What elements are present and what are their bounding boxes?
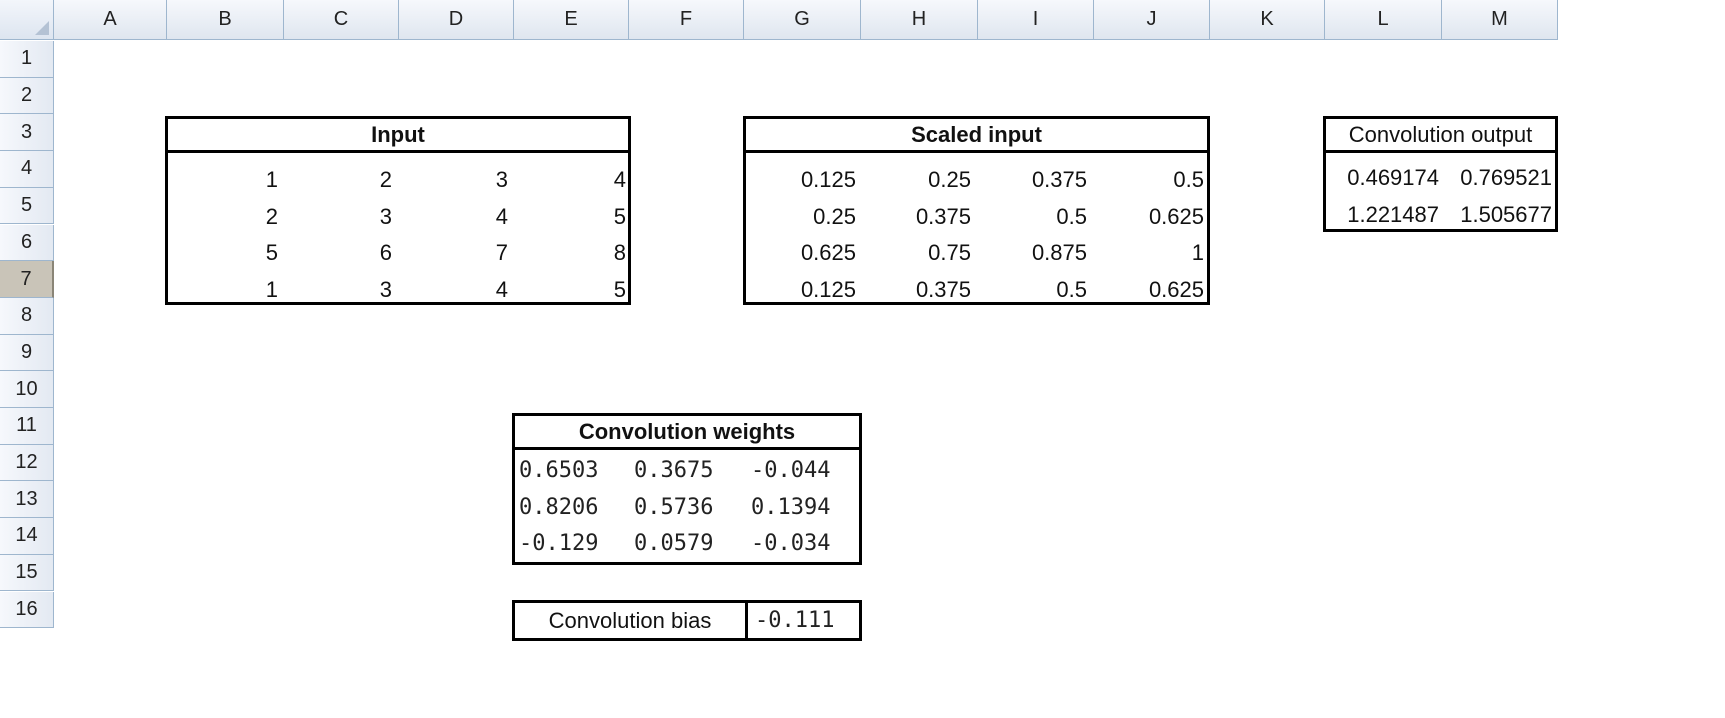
input-cell[interactable]: 1 <box>265 167 278 192</box>
row-header-5[interactable]: 5 <box>0 187 54 225</box>
input-cell[interactable]: 7 <box>495 240 508 266</box>
row-header-7[interactable]: 7 <box>0 261 54 298</box>
convolution-weights-title: Convolution weights <box>515 416 859 450</box>
row-header-11[interactable]: 11 <box>0 408 54 445</box>
input-table: Input 1 2 3 4 2 3 4 5 5 6 7 8 1 3 4 5 <box>165 116 631 305</box>
column-header-i[interactable]: I <box>978 0 1094 40</box>
convolution-output-cell[interactable]: 0.469174 <box>1347 165 1439 190</box>
column-header-b[interactable]: B <box>167 0 284 40</box>
input-cell[interactable]: 3 <box>495 167 508 192</box>
input-cell[interactable]: 5 <box>265 240 278 266</box>
convolution-weight-cell[interactable]: -0.129 <box>519 531 599 557</box>
input-cell[interactable]: 2 <box>265 203 278 229</box>
scaled-input-cell[interactable]: 0.625 <box>1148 203 1204 229</box>
row-header-10[interactable]: 10 <box>0 371 54 408</box>
row-header-2[interactable]: 2 <box>0 77 54 115</box>
column-header-e[interactable]: E <box>514 0 629 40</box>
input-cell[interactable]: 8 <box>613 240 626 266</box>
row-header-8[interactable]: 8 <box>0 297 54 335</box>
scaled-input-cell[interactable]: 0.5 <box>1056 203 1087 229</box>
convolution-weight-cell[interactable]: 0.6503 <box>519 458 599 483</box>
scaled-input-cell[interactable]: 0.25 <box>813 203 856 229</box>
scaled-input-cell[interactable]: 0.5 <box>1173 167 1204 192</box>
column-header-j[interactable]: J <box>1094 0 1210 40</box>
input-cell[interactable]: 2 <box>379 167 392 192</box>
scaled-input-cell[interactable]: 1 <box>1191 240 1204 266</box>
convolution-output-title: Convolution output <box>1326 119 1555 153</box>
column-header-g[interactable]: G <box>744 0 861 40</box>
convolution-output-cell[interactable]: 0.769521 <box>1460 165 1552 190</box>
column-header-m[interactable]: M <box>1442 0 1558 40</box>
input-cell[interactable]: 3 <box>379 203 392 229</box>
row-header-3[interactable]: 3 <box>0 114 54 152</box>
convolution-weight-cell[interactable]: 0.1394 <box>751 494 831 520</box>
row-header-15[interactable]: 15 <box>0 554 54 592</box>
input-cell[interactable]: 3 <box>379 277 392 303</box>
scaled-input-cell[interactable]: 0.375 <box>915 203 971 229</box>
scaled-input-cell[interactable]: 0.625 <box>800 240 856 266</box>
convolution-weight-cell[interactable]: -0.034 <box>751 531 831 557</box>
row-header-16[interactable]: 16 <box>0 591 54 629</box>
row-header-6[interactable]: 6 <box>0 224 54 262</box>
scaled-input-cell[interactable]: 0.75 <box>928 240 971 266</box>
scaled-input-table: Scaled input 0.125 0.25 0.375 0.5 0.25 0.375 0… <box>743 116 1210 305</box>
scaled-input-cell[interactable]: 0.375 <box>1031 167 1087 192</box>
convolution-weight-cell[interactable]: 0.0579 <box>634 531 714 557</box>
convolution-bias-box: Convolution bias -0.111 <box>512 600 862 641</box>
bias-divider <box>745 603 748 638</box>
scaled-input-cell[interactable]: 0.125 <box>800 167 856 192</box>
scaled-input-title: Scaled input <box>746 119 1207 153</box>
input-cell[interactable]: 5 <box>613 277 626 303</box>
column-header-a[interactable]: A <box>54 0 167 40</box>
input-cell[interactable]: 1 <box>265 277 278 303</box>
column-header-f[interactable]: F <box>629 0 744 40</box>
input-cell[interactable]: 4 <box>495 277 508 303</box>
column-header-h[interactable]: H <box>861 0 978 40</box>
row-header-12[interactable]: 12 <box>0 444 54 482</box>
convolution-weights-table: Convolution weights 0.6503 0.3675 -0.044 0.… <box>512 413 862 565</box>
scaled-input-cell[interactable]: 0.125 <box>800 277 856 303</box>
row-header-9[interactable]: 9 <box>0 334 54 372</box>
convolution-bias-value[interactable]: -0.111 <box>755 608 835 633</box>
row-header-14[interactable]: 14 <box>0 518 54 555</box>
input-cell[interactable]: 4 <box>495 203 508 229</box>
input-cell[interactable]: 5 <box>613 203 626 229</box>
column-header-l[interactable]: L <box>1325 0 1442 40</box>
row-header-1[interactable]: 1 <box>0 41 54 78</box>
convolution-weight-cell[interactable]: 0.8206 <box>519 494 599 520</box>
row-header-13[interactable]: 13 <box>0 481 54 519</box>
convolution-weight-cell[interactable]: 0.5736 <box>634 494 714 520</box>
convolution-output-cell[interactable]: 1.221487 <box>1347 201 1439 227</box>
row-header-4[interactable]: 4 <box>0 151 54 188</box>
scaled-input-cell[interactable]: 0.5 <box>1056 277 1087 303</box>
scaled-input-cell[interactable]: 0.625 <box>1148 277 1204 303</box>
convolution-output-table: Convolution output 0.469174 0.769521 1.221… <box>1323 116 1558 232</box>
input-cell[interactable]: 4 <box>613 167 626 192</box>
column-header-c[interactable]: C <box>284 0 399 40</box>
input-cell[interactable]: 6 <box>379 240 392 266</box>
column-header-d[interactable]: D <box>399 0 514 40</box>
scaled-input-cell[interactable]: 0.25 <box>928 167 971 192</box>
scaled-input-cell[interactable]: 0.375 <box>915 277 971 303</box>
convolution-output-cell[interactable]: 1.505677 <box>1460 201 1552 227</box>
input-title: Input <box>168 119 628 153</box>
select-all-corner[interactable] <box>0 0 54 40</box>
convolution-weight-cell[interactable]: 0.3675 <box>634 458 714 483</box>
convolution-bias-label: Convolution bias <box>548 608 712 633</box>
corner-triangle-icon <box>35 21 49 35</box>
column-header-k[interactable]: K <box>1210 0 1325 40</box>
scaled-input-cell[interactable]: 0.875 <box>1031 240 1087 266</box>
convolution-weight-cell[interactable]: -0.044 <box>751 458 831 483</box>
